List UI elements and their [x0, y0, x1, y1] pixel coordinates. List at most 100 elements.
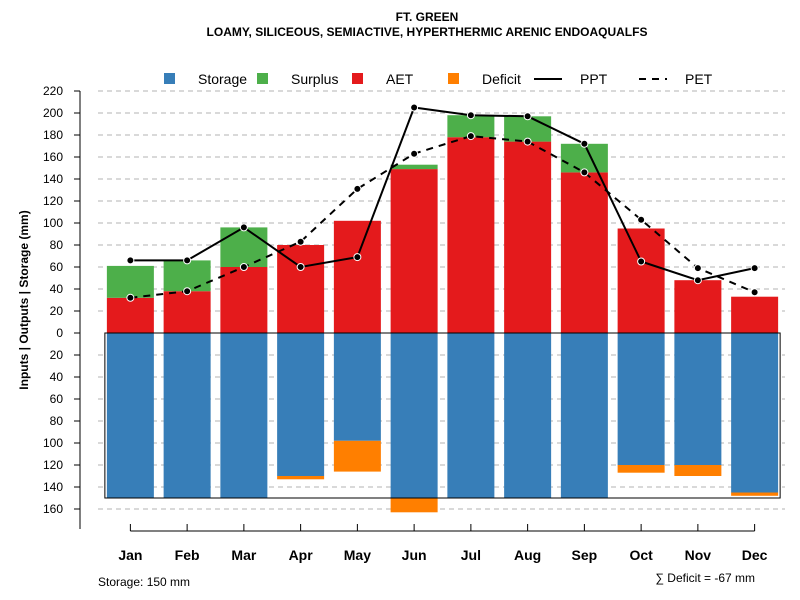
aet-bar: [674, 280, 722, 333]
ppt-line: [130, 106, 755, 282]
x-tick-label: Dec: [742, 547, 768, 563]
ppt-line-point: [183, 256, 192, 265]
deficit-bar: [617, 465, 665, 473]
y-tick-label: 160: [43, 502, 63, 516]
legend-label-deficit: Deficit: [482, 71, 521, 87]
pet-line-point: [523, 137, 532, 146]
storage-bar: [277, 333, 325, 476]
legend-swatch-storage: [164, 73, 175, 84]
chart-subtitle: LOAMY, SILICEOUS, SEMIACTIVE, HYPERTHERM…: [207, 25, 648, 39]
x-tick-label: May: [344, 547, 371, 563]
y-tick-label: 100: [43, 216, 63, 230]
legend-swatch-surplus: [257, 73, 268, 84]
aet-bar: [163, 291, 211, 333]
aet-bar: [731, 296, 779, 333]
x-tick-label: Nov: [685, 547, 712, 563]
grid-lines: [98, 90, 785, 510]
pet-line-point: [637, 215, 646, 224]
y-tick-label: 60: [50, 392, 64, 406]
storage-capacity-frame: [104, 332, 781, 499]
legend-swatch-aet: [352, 73, 363, 84]
legend: Storage Surplus AET Deficit PPT PET: [164, 71, 713, 87]
x-tick-label: Jul: [461, 547, 481, 563]
pet-line-point: [353, 184, 362, 193]
pet-line-point: [126, 293, 135, 302]
aet-bar: [560, 172, 608, 333]
ppt-line-point: [126, 256, 135, 265]
x-tick-label: Mar: [231, 547, 256, 563]
aet-bar: [277, 245, 325, 333]
aet-bar: [333, 220, 381, 333]
storage-bar: [106, 333, 154, 498]
legend-swatch-deficit: [448, 73, 459, 84]
storage-bar: [163, 333, 211, 498]
y-tick-label: 200: [43, 106, 63, 120]
legend-label-storage: Storage: [198, 71, 247, 87]
ppt-line-point: [296, 263, 305, 271]
ppt-line-point: [750, 264, 759, 273]
x-tick-label: Oct: [629, 547, 653, 563]
y-tick-label: 180: [43, 128, 63, 142]
storage-bar: [447, 333, 495, 498]
deficit-note: ∑ Deficit = -67 mm: [655, 571, 755, 585]
y-tick-label: 220: [43, 84, 63, 98]
aet-bar: [106, 297, 154, 333]
surplus-bar: [447, 115, 495, 138]
y-tick-label: 60: [50, 260, 64, 274]
y-axis: 2202001801601401201008060402002040608010…: [43, 84, 81, 529]
surplus-bar: [560, 143, 608, 173]
storage-note: Storage: 150 mm: [98, 575, 190, 589]
legend-label-pet: PET: [685, 71, 713, 87]
y-tick-label: 140: [43, 172, 63, 186]
legend-label-ppt: PPT: [580, 71, 608, 87]
y-tick-label: 160: [43, 150, 63, 164]
x-axis: Jan Feb Mar Apr May Jun Jul Aug Sep Oct Nov Dec: [118, 524, 768, 563]
pet-line-point: [239, 263, 248, 271]
x-tick-label: Jun: [402, 547, 427, 563]
y-tick-label: 40: [50, 370, 64, 384]
chart-title: FT. GREEN: [396, 10, 459, 24]
storage-bar: [333, 333, 381, 441]
deficit-bar: [731, 492, 779, 496]
pet-line-point: [693, 264, 702, 273]
pet-line-point: [750, 288, 759, 297]
pet-line-point: [296, 237, 305, 246]
surplus-bar: [220, 227, 268, 267]
x-tick-label: Feb: [175, 547, 200, 563]
ppt-line-point: [637, 257, 646, 266]
surplus-bar: [504, 116, 552, 142]
y-tick-label: 20: [50, 304, 64, 318]
storage-bar: [220, 333, 268, 498]
ppt-line-point: [580, 139, 589, 148]
ppt-line-point: [466, 111, 475, 120]
ppt-line-point: [353, 253, 362, 262]
pet-line-point: [466, 132, 475, 141]
x-tick-label: Jan: [118, 547, 142, 563]
storage-bar: [674, 333, 722, 465]
ppt-line-point: [523, 112, 532, 121]
x-tick-label: Apr: [289, 547, 314, 563]
y-tick-label: 80: [50, 414, 64, 428]
x-tick-label: Sep: [572, 547, 598, 563]
ppt-line-point: [239, 223, 248, 232]
surplus-bar: [390, 164, 438, 170]
deficit-bar: [390, 498, 438, 513]
pet-line-point: [183, 287, 192, 296]
series-lines: [126, 103, 759, 302]
y-tick-label: 0: [56, 326, 63, 340]
pet-line: [130, 135, 756, 299]
y-tick-label: 120: [43, 194, 63, 208]
y-axis-label: Inputs | Outputs | Storage (mm): [17, 210, 31, 389]
ppt-line-point: [693, 276, 702, 285]
aet-bar: [617, 228, 665, 333]
pet-line-point: [410, 149, 419, 158]
y-tick-label: 80: [50, 238, 64, 252]
storage-bar: [731, 333, 779, 493]
aet-bar: [390, 169, 438, 333]
x-tick-label: Aug: [514, 547, 541, 563]
surplus-bar: [106, 265, 154, 298]
storage-bar: [560, 333, 608, 498]
pet-line-point: [580, 168, 589, 177]
aet-bar: [504, 141, 552, 333]
